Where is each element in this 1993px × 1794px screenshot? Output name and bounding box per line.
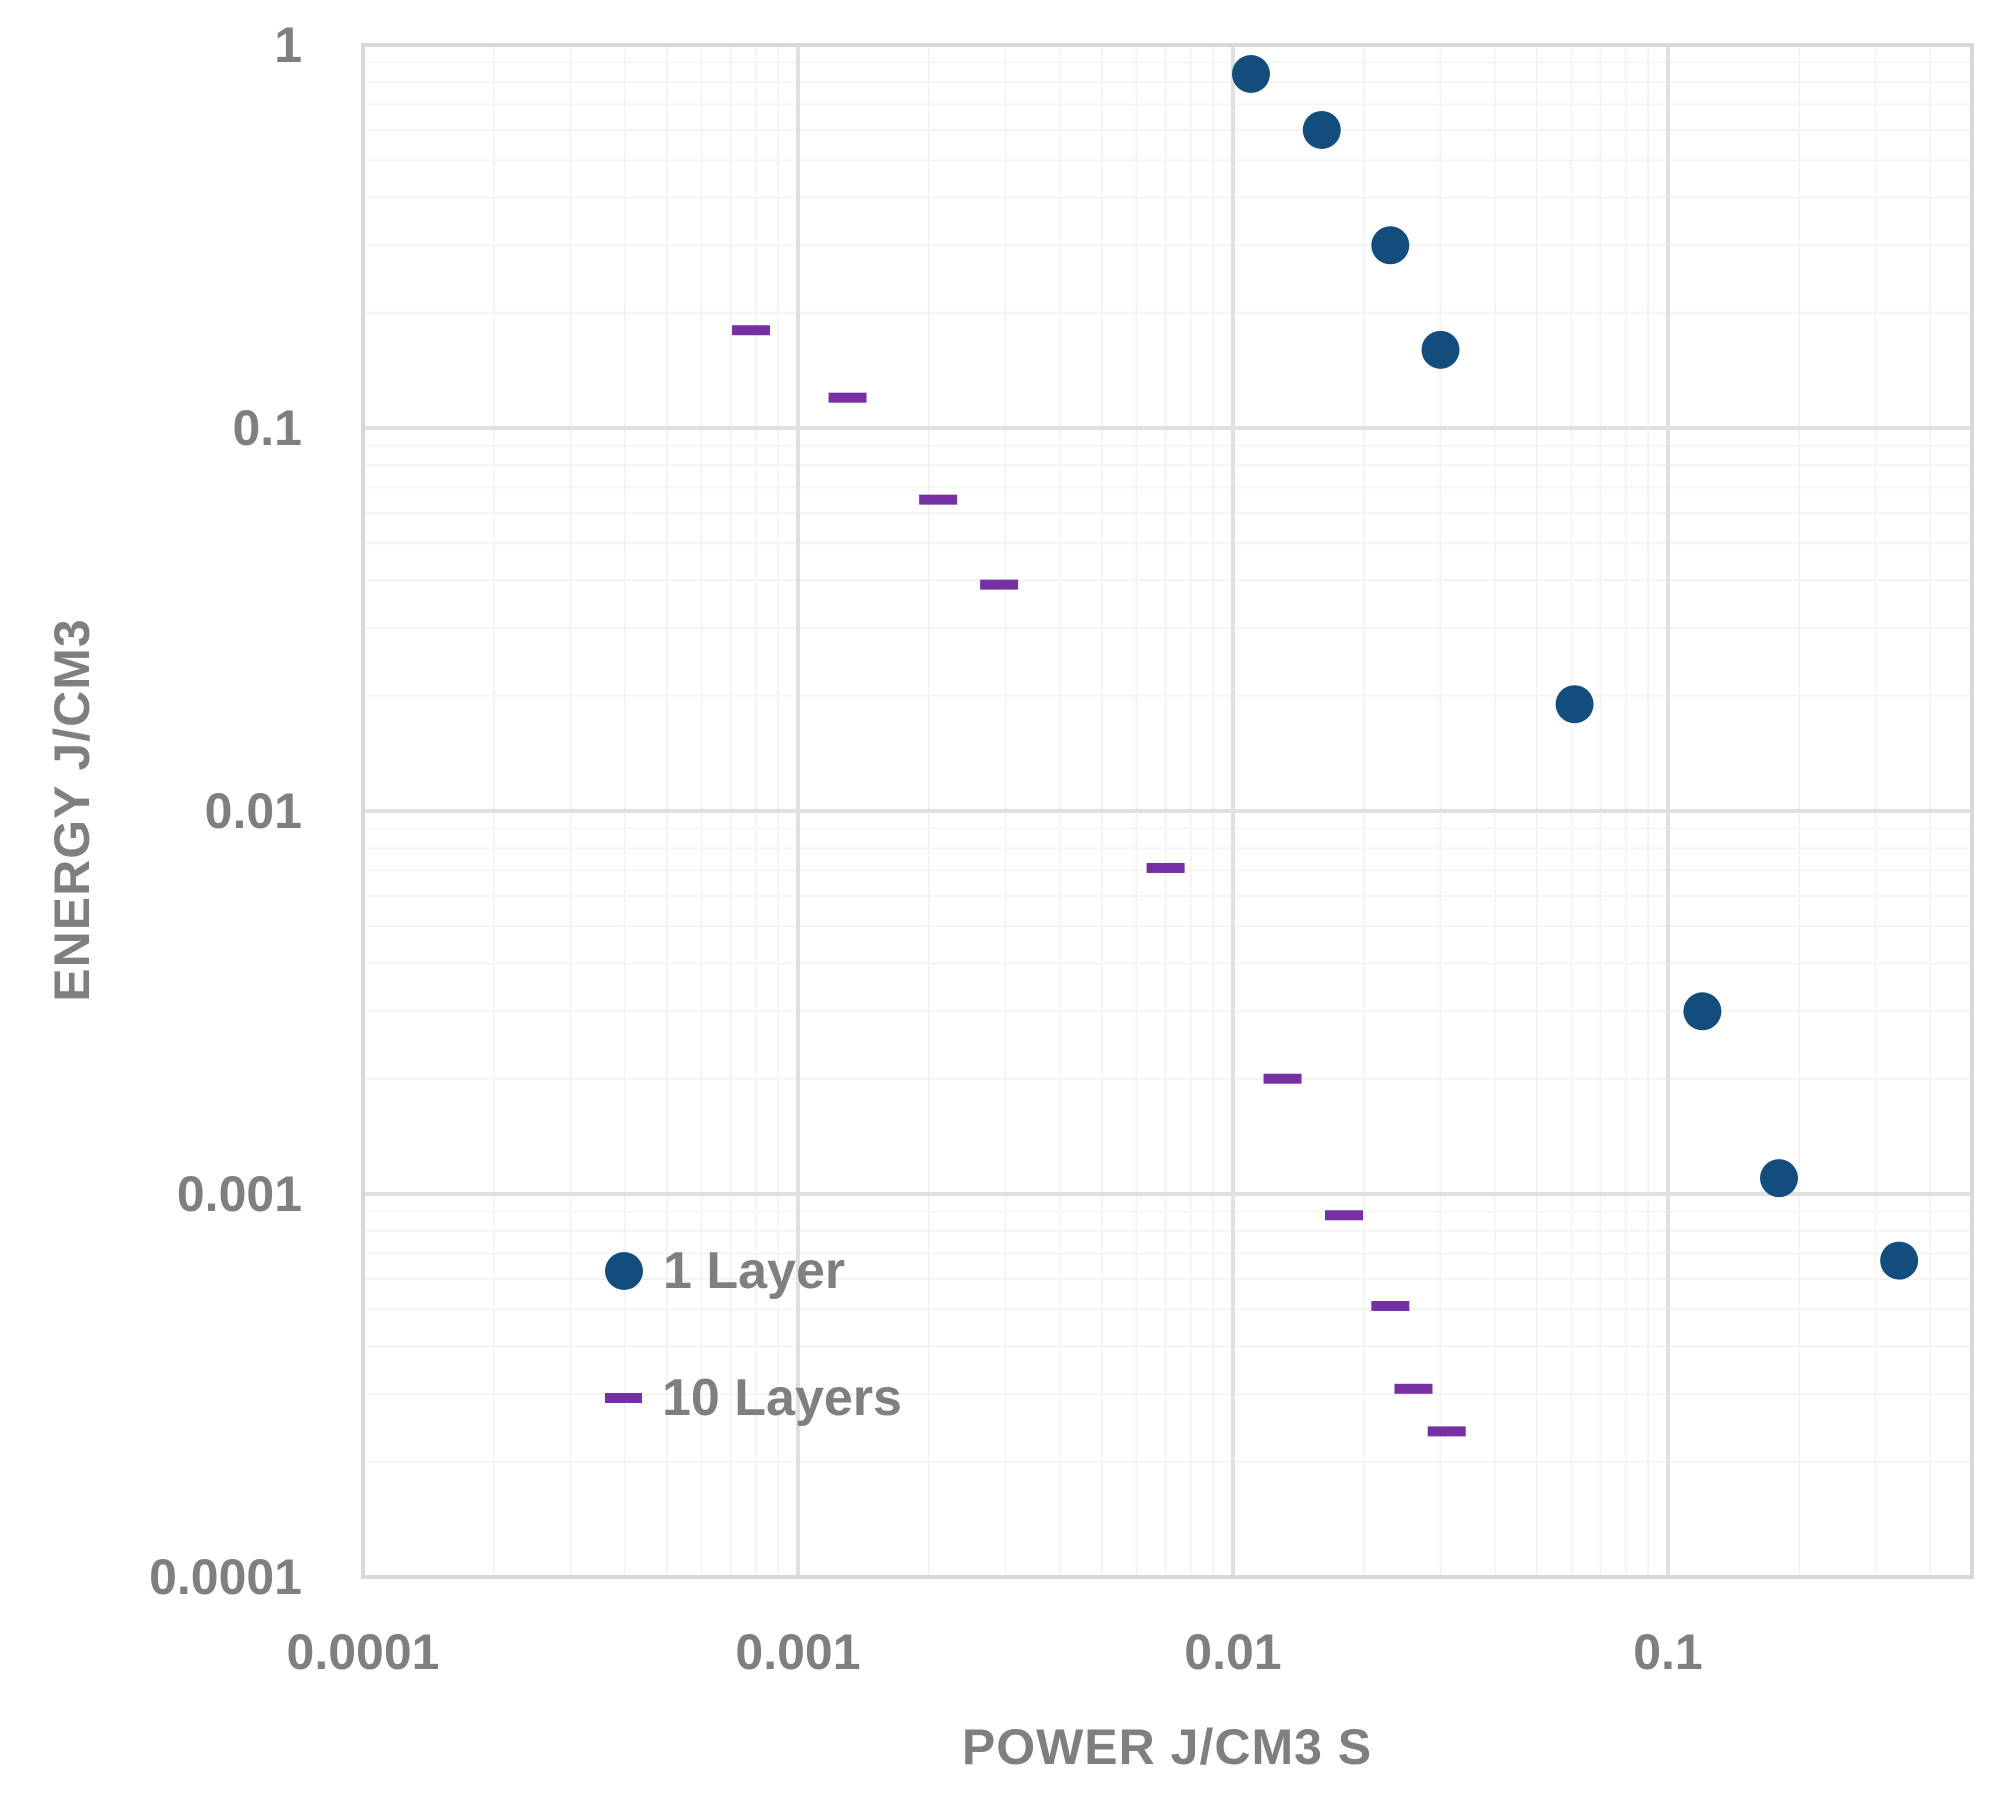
y-tick-label: 0.001: [177, 1166, 302, 1222]
data-point-10-layers: [1263, 1073, 1302, 1084]
data-point-1-layer: [1302, 110, 1341, 149]
data-point-10-layers: [980, 579, 1019, 590]
data-point-10-layers: [1427, 1426, 1466, 1437]
circle-marker-icon: [605, 1252, 643, 1290]
data-point-1-layer: [1421, 330, 1460, 369]
y-tick-label: 0.1: [232, 400, 302, 456]
legend-label-1-layer: 1 Layer: [663, 1242, 846, 1300]
data-point-1-layer: [1371, 226, 1410, 265]
data-point-10-layers: [1371, 1301, 1410, 1312]
x-tick-label: 0.0001: [287, 1624, 440, 1680]
x-tick-label: 0.1: [1633, 1624, 1703, 1680]
y-axis-title: ENERGY J/CM3: [44, 618, 100, 1002]
y-tick-label: 1: [274, 17, 302, 73]
y-tick-label: 0.01: [205, 783, 302, 839]
data-point-10-layers: [919, 494, 958, 505]
x-tick-label: 0.001: [735, 1624, 860, 1680]
legend-item-1-layer: 1 Layer: [605, 1241, 845, 1301]
dash-marker-icon: [605, 1393, 642, 1403]
data-point-10-layers: [1146, 862, 1185, 873]
x-axis-title: POWER J/CM3 S: [961, 1719, 1373, 1775]
legend-item-10-layers: 10 Layers: [605, 1368, 902, 1428]
data-point-1-layer: [1231, 55, 1270, 94]
data-point-10-layers: [1394, 1383, 1433, 1394]
data-point-1-layer: [1683, 992, 1722, 1031]
plot-frame: [361, 43, 1974, 1579]
data-point-10-layers: [1325, 1210, 1364, 1221]
data-point-1-layer: [1759, 1159, 1798, 1198]
y-tick-label: 0.0001: [149, 1549, 302, 1605]
x-tick-label: 0.01: [1184, 1624, 1281, 1680]
data-point-10-layers: [732, 325, 771, 336]
data-point-10-layers: [828, 392, 867, 403]
data-point-1-layer: [1880, 1241, 1919, 1280]
legend-label-10-layers: 10 Layers: [662, 1369, 902, 1427]
data-point-1-layer: [1555, 685, 1594, 724]
